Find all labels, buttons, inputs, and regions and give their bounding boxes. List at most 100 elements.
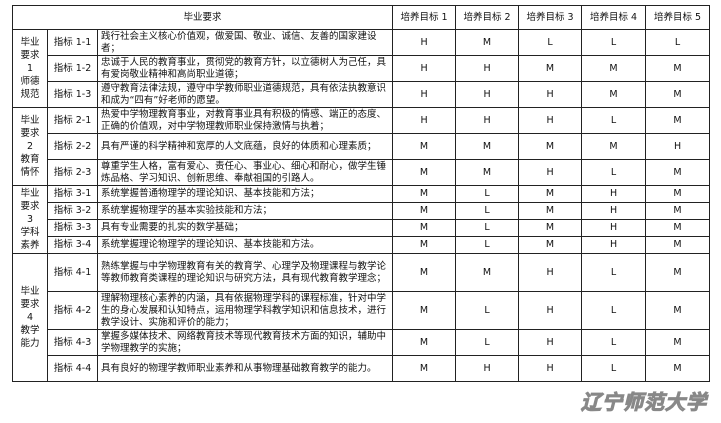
indicator-label: 指标 1-1 xyxy=(47,29,98,56)
indicator-description: 系统掌握物理学的基本实验技能和方法； xyxy=(96,202,394,220)
rating-cell: H xyxy=(581,202,647,220)
requirement-group-label: 毕业 要求 3 学科 素养 xyxy=(12,185,48,254)
table-row: 指标 4-3 掌握多媒体技术、网络教育技术等现代教育技术方面的知识，辅助中学物理教… xyxy=(13,329,711,356)
indicator-description: 尊重学生人格，富有爱心、责任心、事业心、细心和耐心，做学生锤炼品格、学习知识、创… xyxy=(96,159,394,186)
table-row: 指标 1-3 遵守教育法律法规，遵守中学教师职业道德规范，具有依法执教意识和成为“… xyxy=(13,81,711,108)
group-label-line: 素养 xyxy=(20,240,40,251)
rating-cell: L xyxy=(455,329,520,356)
table-row: 指标 2-2 具有严谨的科学精神和宽厚的人文底蕴，良好的体质和心理素质； M M M M H xyxy=(13,133,711,160)
rating-cell: H xyxy=(392,55,457,82)
rating-cell: H xyxy=(518,329,583,356)
indicator-label: 指标 1-3 xyxy=(47,81,98,108)
group-label-line: 教育 xyxy=(20,154,40,165)
rating-cell: M xyxy=(645,81,711,108)
table-row: 指标 4-2 理解物理核心素养的内涵，具有依据物理学科的课程标准，针对中学生的身心… xyxy=(13,291,711,330)
rating-cell: L xyxy=(581,253,647,292)
rating-cell: L xyxy=(581,291,647,330)
indicator-description: 具有严谨的科学精神和宽厚的人文底蕴，良好的体质和心理素质； xyxy=(96,133,394,160)
rating-cell: M xyxy=(455,133,520,160)
rating-cell: M xyxy=(645,219,711,237)
table-row: 指标 3-4 系统掌握理论物理学的理论知识、基本技能和方法。 M L M H M xyxy=(13,236,711,254)
header-goal: 培养目标 5 xyxy=(645,5,711,30)
table-row: 毕业要求 4 教学能力 指标 4-1 熟练掌握与中学物理教育有关的教育学、心理学及物理课… xyxy=(12,253,711,382)
indicator-label: 指标 4-4 xyxy=(47,355,98,382)
rating-cell: M xyxy=(518,133,583,160)
rating-cell: L xyxy=(581,355,647,382)
rating-cell: H xyxy=(392,107,457,134)
rating-cell: L xyxy=(581,107,647,134)
requirements-matrix-table: 毕业要求 培养目标 1 培养目标 2 培养目标 3 培养目标 4 培养目标 5 … xyxy=(11,5,711,382)
header-row: 毕业要求 培养目标 1 培养目标 2 培养目标 3 培养目标 4 培养目标 5 xyxy=(11,5,711,30)
group-label-line: 4 xyxy=(26,312,34,323)
group-label-line: 毕业 xyxy=(20,188,40,199)
indicator-label: 指标 3-2 xyxy=(47,202,98,220)
indicator-label: 指标 2-2 xyxy=(47,133,98,160)
group-label-line: 能力 xyxy=(20,338,40,349)
requirement-group-label: 毕业 要求 1 师德 规范 xyxy=(12,29,48,108)
rating-cell: M xyxy=(518,236,583,254)
table-row: 指标 3-2 系统掌握物理学的基本实验技能和方法； M L M H M xyxy=(13,202,711,220)
indicator-description: 践行社会主义核心价值观，做爱国、敬业、诚信、友善的国家建设者； xyxy=(96,29,394,56)
indicator-description: 熟练掌握与中学物理教育有关的教育学、心理学及物理课程与教学论等教师教育类课程的理… xyxy=(96,253,394,292)
rating-cell: H xyxy=(518,253,583,292)
rating-cell: M xyxy=(392,355,457,382)
indicator-description: 系统掌握普通物理学的理论知识、基本技能和方法； xyxy=(96,185,394,203)
rating-cell: H xyxy=(645,133,711,160)
group-label-line: 要求 xyxy=(20,299,40,310)
rating-cell: H xyxy=(581,185,647,203)
rating-cell: H xyxy=(518,159,583,186)
table-row: 毕业 要求 1 师德 规范 指标 1-1 践行社会主义核心价值观，做爱国、敬业、诚信、友善的… xyxy=(12,29,711,108)
rating-cell: M xyxy=(392,159,457,186)
requirement-group-label: 毕业 要求 2 教育 情怀 xyxy=(12,107,48,186)
rating-cell: L xyxy=(455,202,520,220)
indicator-description: 遵守教育法律法规，遵守中学教师职业道德规范，具有依法执教意识和成为“四有”好老师… xyxy=(96,81,394,108)
rating-cell: M xyxy=(392,185,457,203)
rating-cell: H xyxy=(518,355,583,382)
requirement-group-label: 毕业要求 4 教学能力 xyxy=(12,253,48,382)
rating-cell: M xyxy=(518,202,583,220)
table-row: 指标 3-3 具有专业需要的扎实的数学基础； M L M H M xyxy=(13,219,711,237)
rating-cell: L xyxy=(581,329,647,356)
rating-cell: L xyxy=(455,219,520,237)
group-label-line: 教学 xyxy=(20,325,40,336)
indicator-description: 热爱中学物理教育事业，对教育事业具有积极的情感、端正的态度、正确的价值观，对中学… xyxy=(96,107,394,134)
group-label-line: 毕业 xyxy=(20,286,40,297)
indicator-label: 指标 1-2 xyxy=(47,55,98,82)
rating-cell: L xyxy=(455,185,520,203)
table-row: 指标 2-3 尊重学生人格，富有爱心、责任心、事业心、细心和耐心，做学生锤炼品格、… xyxy=(13,159,711,186)
table-row: 指标 4-4 具有良好的物理学教师职业素养和从事物理基础教育教学的能力。 M H H L M xyxy=(13,355,711,382)
rating-cell: L xyxy=(581,29,647,56)
rating-cell: H xyxy=(581,236,647,254)
rating-cell: M xyxy=(455,253,520,292)
indicator-description: 忠诚于人民的教育事业，贯彻党的教育方针，以立德树人为己任，具有爱岗敬业精神和高尚… xyxy=(96,55,394,82)
group-label-line: 1 xyxy=(26,63,34,74)
indicator-label: 指标 4-1 xyxy=(47,253,98,292)
rating-cell: M xyxy=(581,133,647,160)
indicator-label: 指标 3-3 xyxy=(47,219,98,237)
rating-cell: M xyxy=(581,81,647,108)
header-goal: 培养目标 4 xyxy=(581,5,647,30)
indicator-label: 指标 4-2 xyxy=(47,291,98,330)
rating-cell: M xyxy=(518,185,583,203)
rating-cell: M xyxy=(392,253,457,292)
rating-cell: M xyxy=(392,133,457,160)
indicator-description: 掌握多媒体技术、网络教育技术等现代教育技术方面的知识，辅助中学物理教学的实施； xyxy=(96,329,394,356)
rating-cell: H xyxy=(518,107,583,134)
rating-cell: M xyxy=(645,355,711,382)
rating-cell: M xyxy=(645,185,711,203)
rating-cell: H xyxy=(581,219,647,237)
rating-cell: L xyxy=(581,159,647,186)
rating-cell: M xyxy=(645,253,711,292)
rating-cell: H xyxy=(455,55,520,82)
rating-cell: M xyxy=(645,329,711,356)
group-label-line: 要求 xyxy=(20,201,40,212)
rating-cell: M xyxy=(455,29,520,56)
rating-cell: L xyxy=(645,29,711,56)
header-goal: 培养目标 1 xyxy=(392,5,457,30)
rating-cell: L xyxy=(455,236,520,254)
watermark-logo: 辽宁师范大学 xyxy=(581,390,707,415)
rating-cell: M xyxy=(392,236,457,254)
indicator-label: 指标 2-1 xyxy=(47,107,98,134)
rating-cell: H xyxy=(455,81,520,108)
rating-cell: M xyxy=(645,55,711,82)
